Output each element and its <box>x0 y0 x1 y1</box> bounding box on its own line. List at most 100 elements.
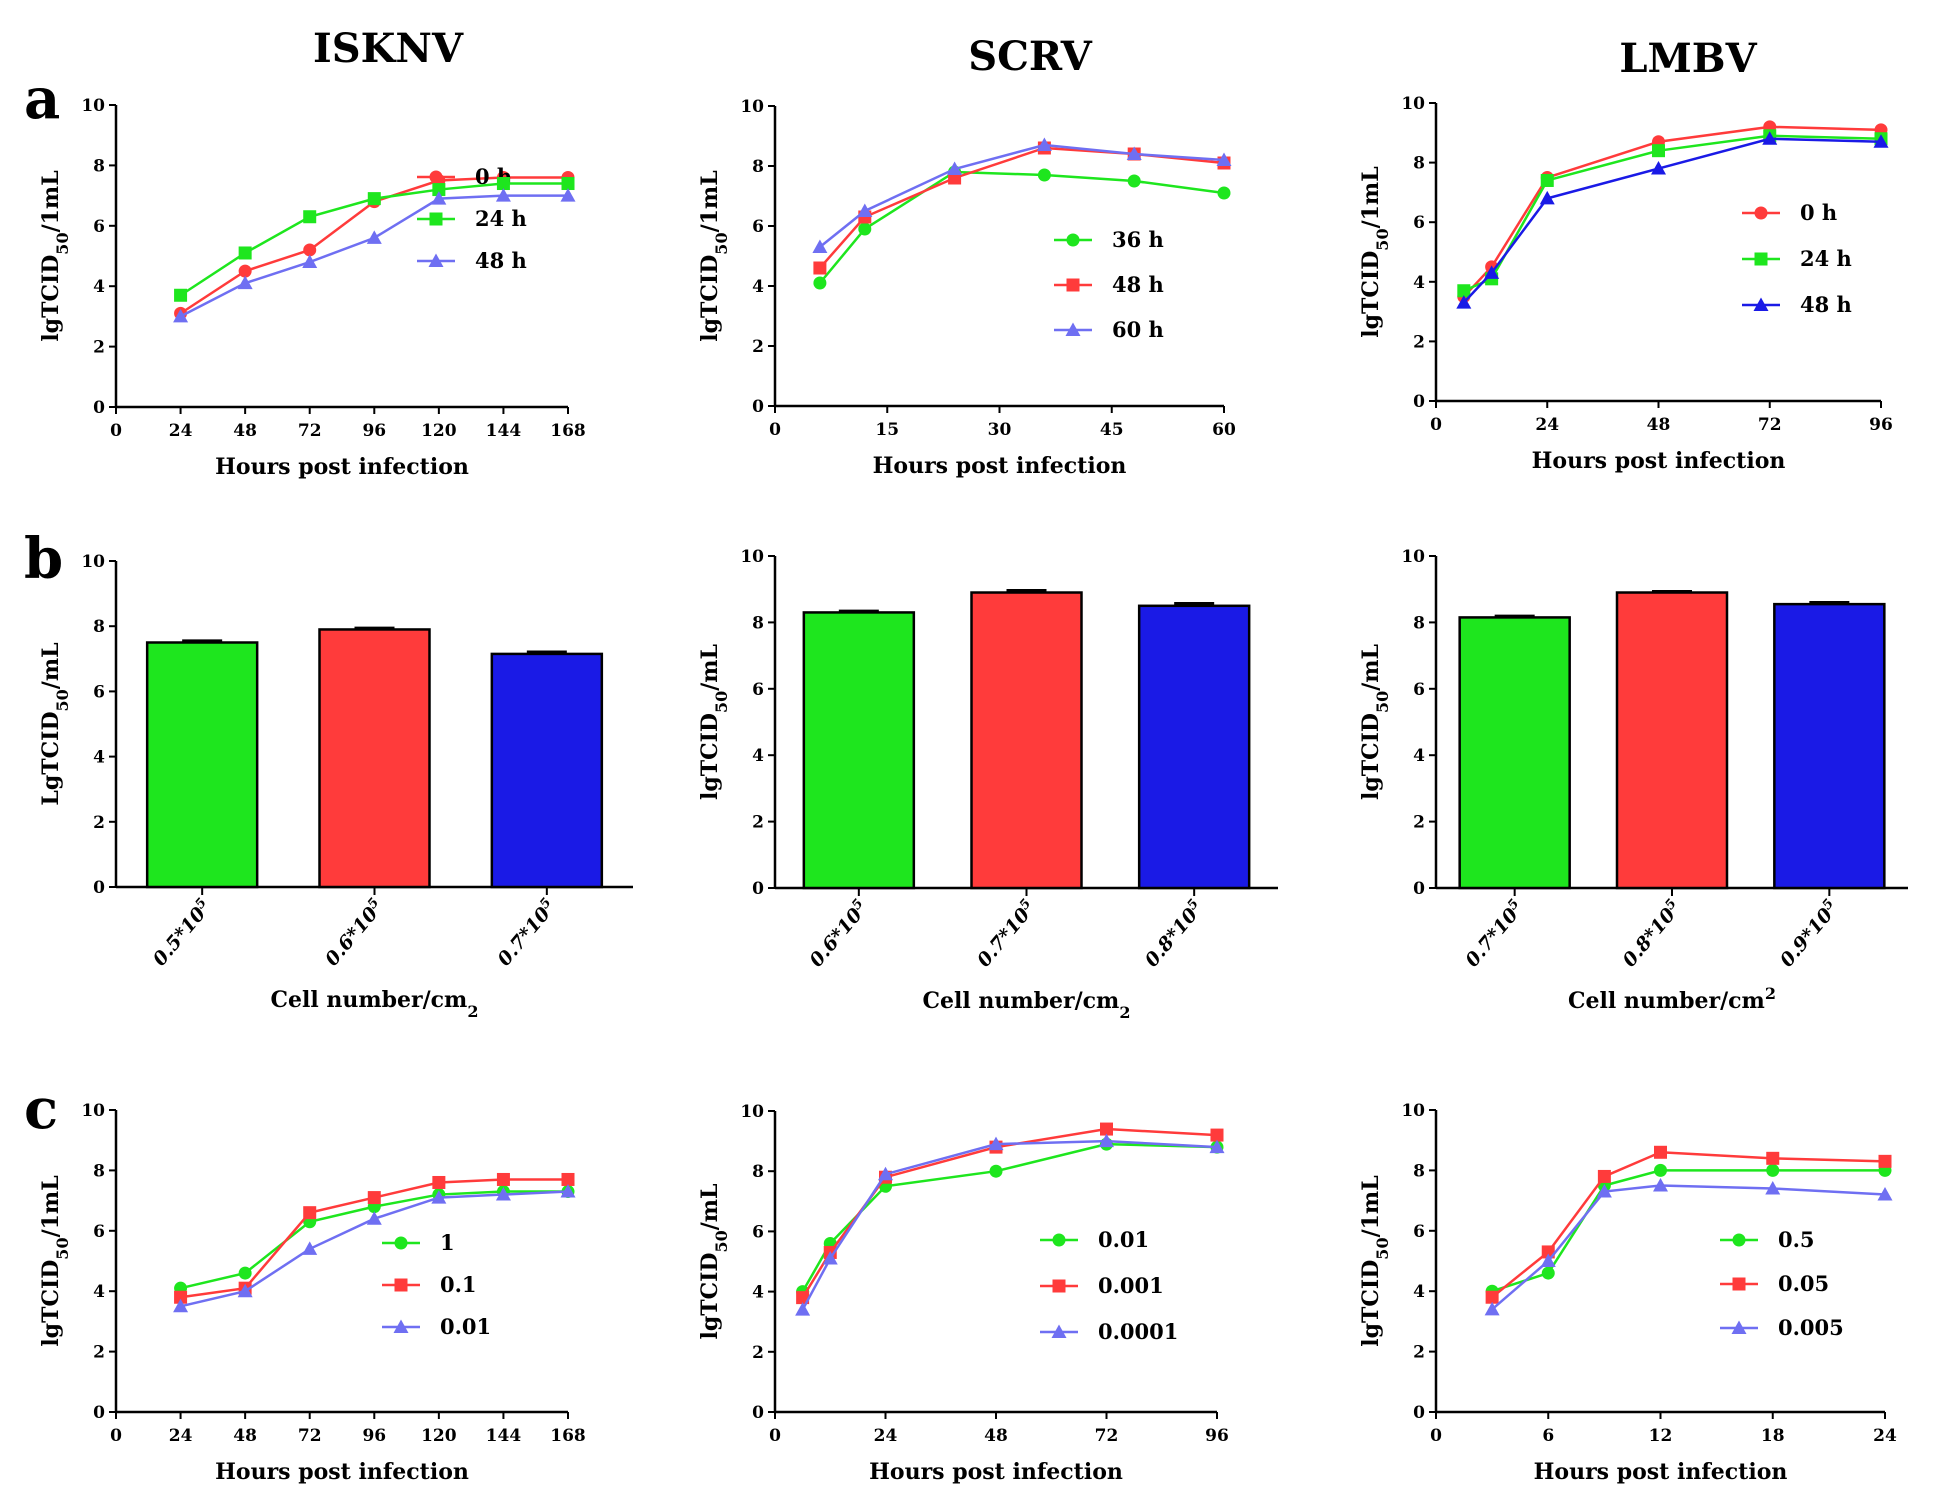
data-point <box>989 1164 1003 1178</box>
column-title-isknv: ISKNV <box>313 25 464 72</box>
y-tick-label: 6 <box>93 1222 105 1242</box>
y-tick-label: 2 <box>1413 813 1425 833</box>
y-tick-label: 8 <box>752 157 764 177</box>
legend-item: 0.005 <box>1720 1315 1844 1340</box>
x-axis-label: Hours post infection <box>215 454 469 480</box>
series-line <box>801 1142 1218 1293</box>
data-point <box>1210 1128 1224 1142</box>
data-point <box>561 177 575 191</box>
legend-marker <box>393 1319 409 1333</box>
data-point <box>858 222 872 236</box>
y-tick-label: 10 <box>1401 547 1425 567</box>
data-point <box>303 243 317 257</box>
legend-item: 0.1 <box>382 1272 477 1297</box>
bar <box>802 611 916 890</box>
data-point <box>795 1302 811 1316</box>
data-point <box>431 1190 447 1204</box>
x-tick-label: 0 <box>1430 415 1442 435</box>
y-axis-label: lgTCID50/mL <box>697 1183 731 1339</box>
y-axis-label: lgTCID50/1mL <box>38 1175 72 1346</box>
y-tick-label: 6 <box>93 682 105 702</box>
series-0.01 <box>173 1184 576 1313</box>
legend-marker <box>1732 1277 1746 1291</box>
x-tick-label: 72 <box>298 1426 322 1446</box>
series-36-h <box>813 165 1231 290</box>
category-label: 0.6*105 <box>804 896 872 971</box>
series-line <box>1491 1184 1886 1311</box>
column-title-lmbv: LMBV <box>1619 35 1757 82</box>
y-axis-label: lgTCID50/1mL <box>1358 1175 1392 1346</box>
x-axis-label: Hours post infection <box>215 1459 469 1485</box>
y-axis-label: lgTCID50/1mL <box>1358 166 1392 337</box>
y-tick-label: 6 <box>752 217 764 237</box>
data-point <box>1217 186 1231 200</box>
y-tick-label: 2 <box>752 1343 764 1363</box>
data-point <box>367 192 381 206</box>
category-label: 0.7*105 <box>972 896 1040 971</box>
legend-label: 1 <box>440 1230 455 1255</box>
data-point <box>812 239 828 253</box>
data-point <box>1766 1163 1780 1177</box>
category-label: 0.8*105 <box>1617 896 1685 971</box>
legend-label: 0.05 <box>1778 1271 1829 1296</box>
category-label: 0.5*105 <box>148 895 216 970</box>
data-point <box>496 177 510 191</box>
y-axis-label: lgTCID50/mL <box>697 644 731 800</box>
bar <box>1773 602 1886 890</box>
y-tick-label: 4 <box>93 277 105 297</box>
data-point <box>1099 1133 1114 1148</box>
x-tick-label: 96 <box>1205 1426 1229 1446</box>
y-tick-label: 2 <box>1413 332 1425 352</box>
y-tick-label: 4 <box>1413 1282 1425 1302</box>
data-point <box>1653 1178 1668 1192</box>
legend-item: 24 h <box>1742 246 1852 271</box>
series-0.05 <box>1485 1145 1892 1304</box>
series-0.005 <box>1484 1178 1893 1316</box>
legend-item: 0.5 <box>1720 1227 1815 1252</box>
data-point <box>302 254 318 269</box>
row-letter-b: b <box>24 526 63 592</box>
data-point <box>1766 1151 1780 1165</box>
y-tick-label: 10 <box>81 96 105 116</box>
y-tick-label: 8 <box>93 1161 105 1181</box>
x-tick-label: 144 <box>486 1426 522 1446</box>
legend-label: 24 h <box>475 206 527 231</box>
y-tick-label: 8 <box>93 156 105 176</box>
data-point <box>237 275 253 290</box>
column-titles: ISKNV SCRV LMBV <box>313 25 1758 82</box>
x-tick-label: 0 <box>110 1426 122 1446</box>
bar-chart-b-scrv: 0 2 4 6 8 10 lgTCID50/mL 0.6*105 0.7*105 0.8*105 C… <box>697 547 1278 1022</box>
y-tick-label: 0 <box>752 879 764 899</box>
data-point <box>238 246 252 260</box>
data-point <box>1100 1122 1113 1136</box>
legend-item: 48 h <box>1742 292 1852 317</box>
x-tick-label: 0 <box>769 420 781 440</box>
bar <box>490 652 604 889</box>
bar <box>970 591 1083 890</box>
x-tick-label: 72 <box>1095 1426 1119 1446</box>
legend-marker <box>394 1278 408 1292</box>
data-point <box>366 230 382 244</box>
x-tick-label: 45 <box>1100 420 1124 440</box>
x-tick-label: 24 <box>1535 415 1559 435</box>
data-point <box>1216 152 1232 166</box>
data-point <box>432 183 446 197</box>
legend-marker <box>1065 322 1081 336</box>
y-tick-label: 4 <box>1413 746 1425 766</box>
series-60-h <box>812 137 1232 253</box>
data-point <box>237 1283 253 1298</box>
x-tick-label: 24 <box>874 1426 898 1446</box>
series-48-h <box>1456 131 1889 309</box>
x-tick-label: 30 <box>988 420 1012 440</box>
y-tick-label: 0 <box>1413 879 1425 899</box>
data-point <box>1456 295 1472 309</box>
legend-label: 0.005 <box>1778 1315 1844 1340</box>
x-axis-label: Hours post infection <box>869 1459 1123 1485</box>
legend-marker <box>1051 1324 1067 1338</box>
x-tick-label: 48 <box>233 1426 257 1446</box>
data-point <box>1457 284 1471 298</box>
legend-label: 48 h <box>1800 292 1852 317</box>
